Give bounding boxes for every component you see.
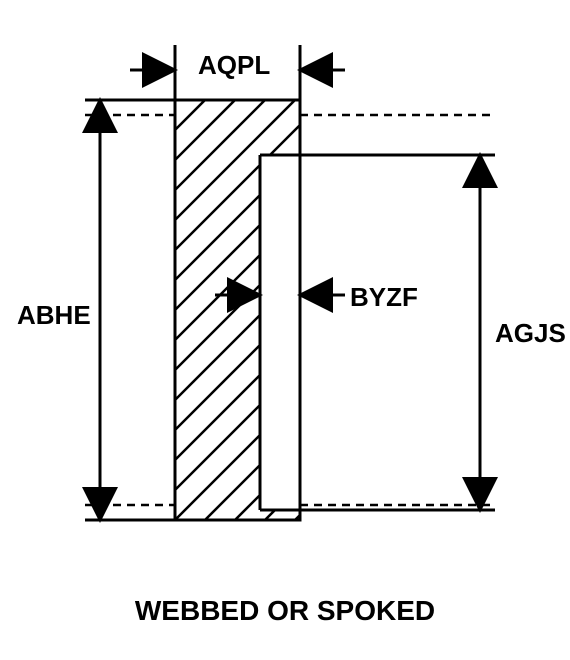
label-aqpl: AQPL [198,50,270,81]
label-byzf: BYZF [350,282,418,313]
label-abhe: ABHE [17,300,91,331]
label-agjs: AGJS [495,318,566,349]
caption: WEBBED OR SPOKED [0,595,570,627]
